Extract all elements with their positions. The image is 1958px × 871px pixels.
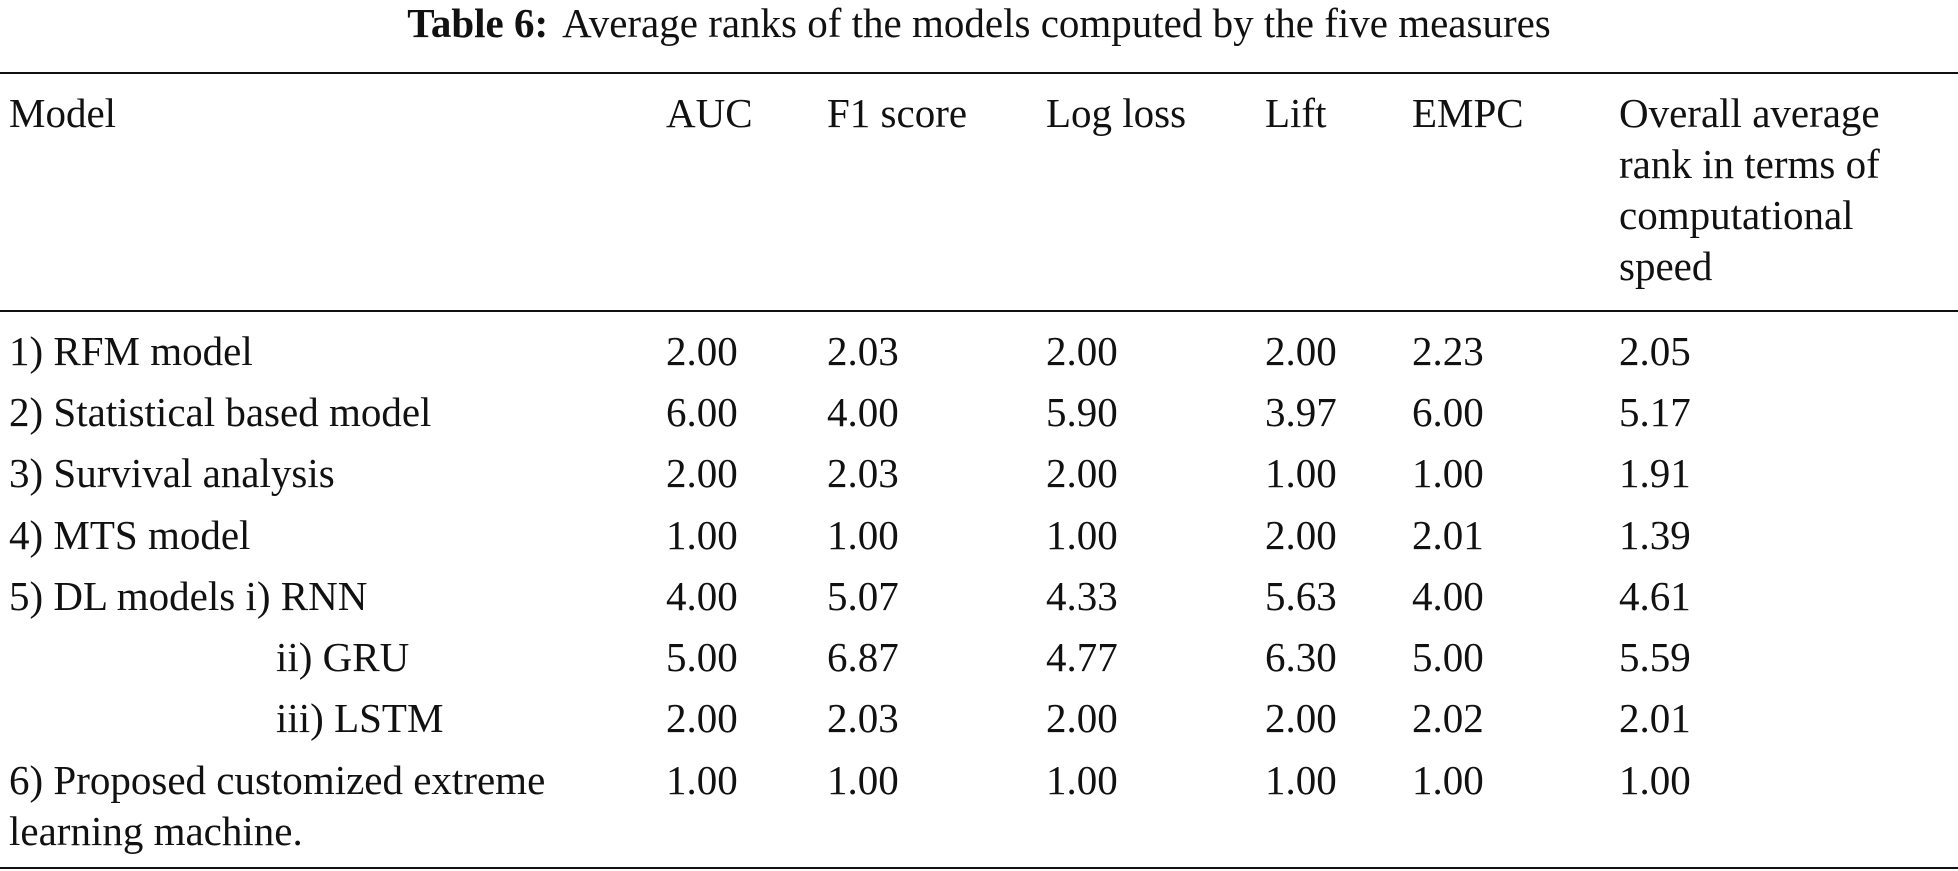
row-4-lift: 2.00: [1265, 512, 1337, 558]
row-1-auc: 2.00: [666, 328, 738, 374]
row-2-overall: 5.17: [1619, 389, 1691, 435]
row-3-logloss: 2.00: [1046, 450, 1118, 496]
table-header-rule: [0, 310, 1958, 312]
header-f1-score: F1 score: [827, 90, 968, 136]
row-1-empc: 2.23: [1412, 328, 1484, 374]
row-6-model: ii) GRU: [276, 634, 410, 680]
row-6-lift: 6.30: [1265, 634, 1337, 680]
row-4-logloss: 1.00: [1046, 512, 1118, 558]
row-8-auc: 1.00: [666, 757, 738, 803]
table-caption: Table 6: Average ranks of the models comp…: [0, 0, 1958, 46]
header-empc: EMPC: [1412, 90, 1524, 136]
row-3-overall: 1.91: [1619, 450, 1691, 496]
row-3-lift: 1.00: [1265, 450, 1337, 496]
row-1-logloss: 2.00: [1046, 328, 1118, 374]
row-7-logloss: 2.00: [1046, 695, 1118, 741]
row-1-overall: 2.05: [1619, 328, 1691, 374]
row-6-logloss: 4.77: [1046, 634, 1118, 680]
row-6-auc: 5.00: [666, 634, 738, 680]
row-3-auc: 2.00: [666, 450, 738, 496]
row-3-model: 3) Survival analysis: [9, 450, 335, 496]
row-4-empc: 2.01: [1412, 512, 1484, 558]
header-model: Model: [9, 90, 117, 136]
row-4-overall: 1.39: [1619, 512, 1691, 558]
row-1-f1: 2.03: [827, 328, 899, 374]
row-5-lift: 5.63: [1265, 573, 1337, 619]
row-7-f1: 2.03: [827, 695, 899, 741]
row-2-lift: 3.97: [1265, 389, 1337, 435]
row-2-model: 2) Statistical based model: [9, 389, 432, 435]
table-bottom-rule: [0, 867, 1958, 869]
row-7-lift: 2.00: [1265, 695, 1337, 741]
row-5-model: 5) DL models i) RNN: [9, 573, 368, 619]
row-8-overall: 1.00: [1619, 757, 1691, 803]
row-2-auc: 6.00: [666, 389, 738, 435]
row-6-overall: 5.59: [1619, 634, 1691, 680]
table-caption-label: Table 6:: [407, 0, 549, 46]
row-4-auc: 1.00: [666, 512, 738, 558]
row-6-empc: 5.00: [1412, 634, 1484, 680]
row-7-auc: 2.00: [666, 695, 738, 741]
row-5-f1: 5.07: [827, 573, 899, 619]
row-3-f1: 2.03: [827, 450, 899, 496]
row-7-empc: 2.02: [1412, 695, 1484, 741]
row-8-f1: 1.00: [827, 757, 899, 803]
table-top-rule: [0, 72, 1958, 74]
row-8-empc: 1.00: [1412, 757, 1484, 803]
row-3-empc: 1.00: [1412, 450, 1484, 496]
header-lift: Lift: [1265, 90, 1327, 136]
header-log-loss: Log loss: [1046, 90, 1187, 136]
row-5-auc: 4.00: [666, 573, 738, 619]
row-8-lift: 1.00: [1265, 757, 1337, 803]
row-2-empc: 6.00: [1412, 389, 1484, 435]
row-4-f1: 1.00: [827, 512, 899, 558]
row-8-logloss: 1.00: [1046, 757, 1118, 803]
row-1-model: 1) RFM model: [9, 328, 253, 374]
row-6-f1: 6.87: [827, 634, 899, 680]
row-5-logloss: 4.33: [1046, 573, 1118, 619]
row-2-f1: 4.00: [827, 389, 899, 435]
row-5-empc: 4.00: [1412, 573, 1484, 619]
row-8-model: 6) Proposed customized extreme learning …: [9, 757, 546, 854]
row-7-overall: 2.01: [1619, 695, 1691, 741]
row-7-model: iii) LSTM: [276, 695, 444, 741]
header-auc: AUC: [666, 90, 753, 136]
header-overall-average-rank: Overall average rank in terms of computa…: [1619, 90, 1880, 289]
row-1-lift: 2.00: [1265, 328, 1337, 374]
row-4-model: 4) MTS model: [9, 512, 251, 558]
row-2-logloss: 5.90: [1046, 389, 1118, 435]
row-5-overall: 4.61: [1619, 573, 1691, 619]
table-caption-text: Average ranks of the models computed by …: [562, 0, 1551, 46]
